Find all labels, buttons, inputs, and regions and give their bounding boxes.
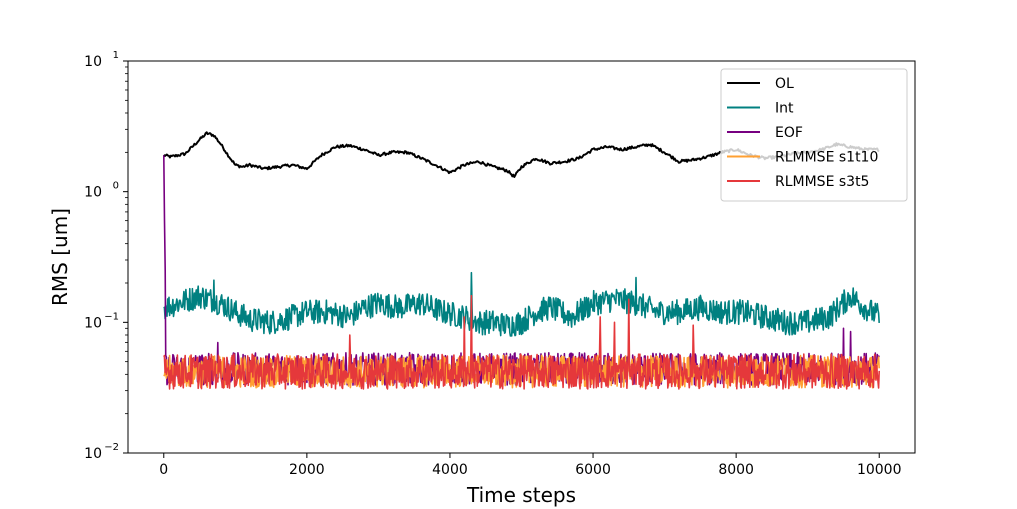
y-axis-label: RMS [um] — [48, 208, 72, 306]
x-tick-label: 6000 — [575, 462, 611, 478]
plot-area-frame — [127, 60, 916, 454]
y-tick-label: 10 — [84, 446, 102, 462]
y-tick-label: 10 — [84, 54, 102, 70]
legend-label: RLMMSE s3t5 — [775, 174, 869, 190]
legend: OL Int EOF RLMMSE s1t10 RLMMSE s3t5 — [720, 68, 908, 202]
y-tick-exponent: −1 — [104, 311, 119, 322]
x-axis: 0 2000 4000 6000 8000 10000 — [159, 453, 902, 478]
legend-label: RLMMSE s1t10 — [775, 150, 878, 166]
legend-label: EOF — [775, 125, 803, 141]
series-line-int — [163, 271, 880, 337]
legend-label: OL — [775, 76, 794, 92]
legend-box — [720, 68, 908, 202]
legend-label: Int — [775, 101, 794, 117]
series-line-rlmmse-s3t5 — [163, 294, 880, 390]
x-axis-label: Time steps — [466, 483, 576, 507]
y-tick-label: 10 — [84, 315, 102, 331]
x-tick-label: 4000 — [432, 462, 468, 478]
x-tick-label: 0 — [159, 462, 168, 478]
x-tick-label: 2000 — [289, 462, 325, 478]
y-tick-exponent: 0 — [113, 181, 119, 192]
y-tick-exponent: 1 — [113, 50, 119, 61]
x-tick-label: 8000 — [718, 462, 754, 478]
x-tick-label: 10000 — [857, 462, 902, 478]
y-tick-label: 10 — [84, 185, 102, 201]
y-tick-exponent: −2 — [104, 442, 119, 453]
